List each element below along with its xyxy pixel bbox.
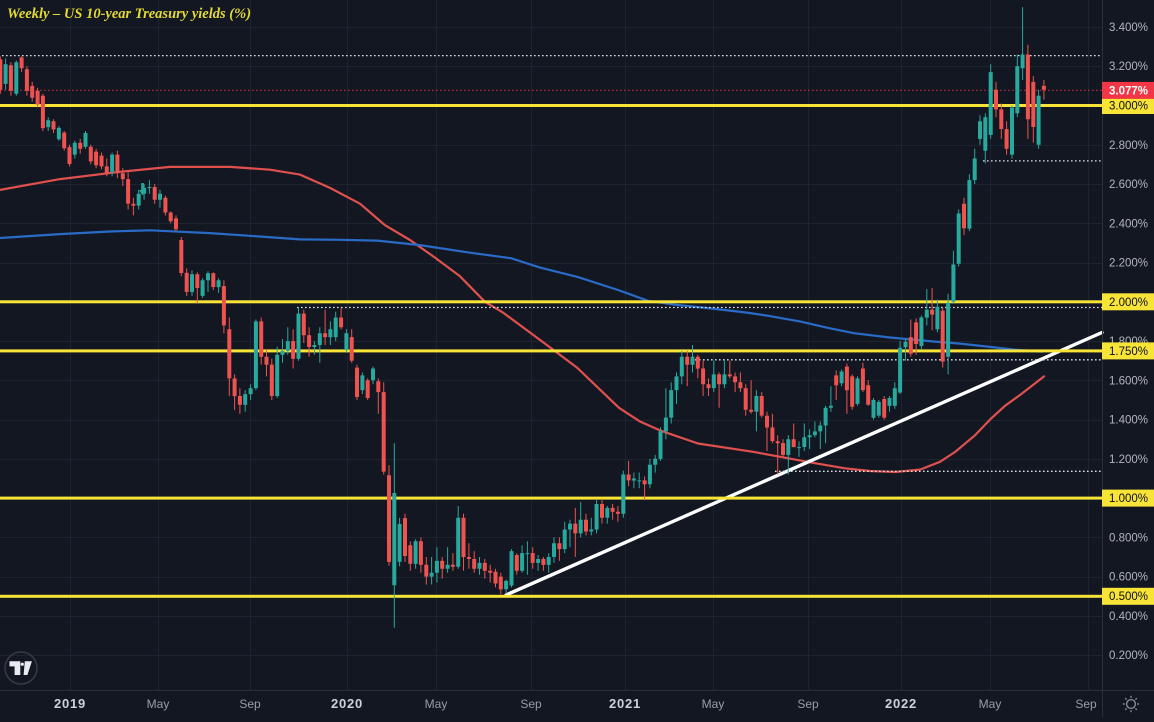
- svg-text:0.800%: 0.800%: [1109, 532, 1148, 544]
- svg-text:Sep: Sep: [239, 697, 261, 711]
- svg-text:Sep: Sep: [797, 697, 819, 711]
- svg-text:1.400%: 1.400%: [1109, 415, 1148, 427]
- svg-text:0.400%: 0.400%: [1109, 611, 1148, 623]
- svg-text:2020: 2020: [331, 696, 363, 711]
- svg-text:2.400%: 2.400%: [1109, 218, 1148, 230]
- svg-text:May: May: [425, 697, 448, 711]
- svg-text:1.750%: 1.750%: [1109, 346, 1148, 358]
- svg-text:3.400%: 3.400%: [1109, 22, 1148, 34]
- svg-text:Weekly – US 10-year Treasury y: Weekly – US 10-year Treasury yields (%): [7, 6, 251, 22]
- svg-text:2.800%: 2.800%: [1109, 140, 1148, 152]
- svg-text:3.077%: 3.077%: [1109, 85, 1148, 97]
- svg-text:3.000%: 3.000%: [1109, 101, 1148, 113]
- svg-text:1.000%: 1.000%: [1109, 493, 1148, 505]
- svg-text:3.200%: 3.200%: [1109, 61, 1148, 73]
- svg-text:0.600%: 0.600%: [1109, 572, 1148, 584]
- svg-text:May: May: [702, 697, 725, 711]
- svg-text:May: May: [979, 697, 1002, 711]
- svg-text:2019: 2019: [54, 696, 86, 711]
- svg-text:0.200%: 0.200%: [1109, 650, 1148, 662]
- svg-text:Sep: Sep: [1075, 697, 1097, 711]
- svg-text:2022: 2022: [885, 696, 917, 711]
- svg-text:Sep: Sep: [520, 697, 542, 711]
- svg-text:May: May: [147, 697, 170, 711]
- svg-text:2.200%: 2.200%: [1109, 258, 1148, 270]
- svg-text:2.000%: 2.000%: [1109, 297, 1148, 309]
- svg-text:2.600%: 2.600%: [1109, 179, 1148, 191]
- svg-text:1.200%: 1.200%: [1109, 454, 1148, 466]
- svg-text:0.500%: 0.500%: [1109, 591, 1148, 603]
- svg-text:1.600%: 1.600%: [1109, 375, 1148, 387]
- svg-text:2021: 2021: [609, 696, 641, 711]
